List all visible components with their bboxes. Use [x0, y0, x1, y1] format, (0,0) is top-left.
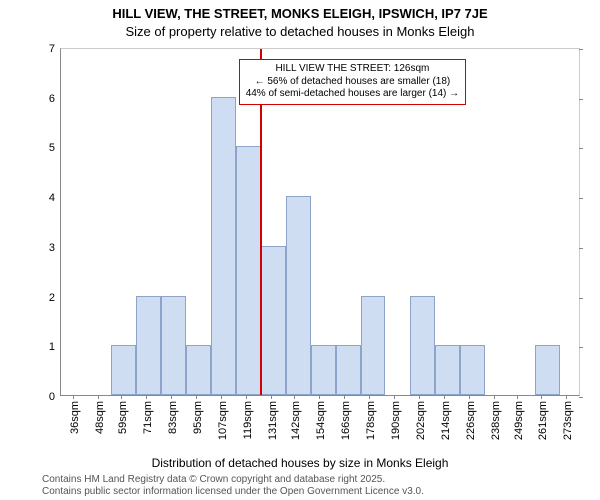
- x-tick-mark: [73, 395, 74, 399]
- x-tick-label: 166sqm: [340, 401, 352, 440]
- x-tick-label: 48sqm: [94, 401, 106, 434]
- histogram-bar: [361, 296, 386, 395]
- histogram-bar: [435, 345, 460, 395]
- x-tick-mark: [146, 395, 147, 399]
- x-tick-label: 178sqm: [365, 401, 377, 440]
- x-tick-mark: [246, 395, 247, 399]
- histogram-bar: [211, 97, 236, 395]
- x-tick-mark: [469, 395, 470, 399]
- y-tick-mark: [579, 347, 583, 348]
- attribution-text: Contains HM Land Registry data © Crown c…: [42, 474, 424, 498]
- x-tick-label: 59sqm: [117, 401, 129, 434]
- y-tick-mark: [579, 298, 583, 299]
- y-tick-mark: [579, 248, 583, 249]
- x-tick-label: 190sqm: [390, 401, 402, 440]
- x-tick-mark: [294, 395, 295, 399]
- y-tick-label: 2: [49, 292, 55, 304]
- x-axis-label: Distribution of detached houses by size …: [0, 456, 600, 470]
- x-tick-mark: [419, 395, 420, 399]
- histogram-bar: [136, 296, 161, 395]
- x-tick-mark: [369, 395, 370, 399]
- x-tick-mark: [517, 395, 518, 399]
- histogram-bar: [410, 296, 435, 395]
- histogram-bar: [311, 345, 336, 395]
- x-tick-label: 131sqm: [267, 401, 279, 440]
- x-tick-mark: [394, 395, 395, 399]
- histogram-bar: [336, 345, 361, 395]
- plot-area: 0123456736sqm48sqm59sqm71sqm83sqm95sqm10…: [60, 48, 580, 396]
- histogram-bar: [460, 345, 485, 395]
- histogram-bar: [535, 345, 560, 395]
- x-tick-label: 226sqm: [465, 401, 477, 440]
- x-tick-mark: [171, 395, 172, 399]
- histogram-bar: [161, 296, 186, 395]
- y-tick-mark: [579, 198, 583, 199]
- annotation-line: ← 56% of detached houses are smaller (18…: [246, 76, 459, 89]
- y-tick-mark: [579, 148, 583, 149]
- chart-container: HILL VIEW, THE STREET, MONKS ELEIGH, IPS…: [0, 0, 600, 500]
- y-tick-label: 0: [49, 391, 55, 403]
- x-tick-label: 214sqm: [440, 401, 452, 440]
- x-tick-label: 261sqm: [537, 401, 549, 440]
- chart-title-sub: Size of property relative to detached ho…: [0, 24, 600, 39]
- attribution-line: Contains public sector information licen…: [42, 486, 424, 498]
- x-tick-mark: [319, 395, 320, 399]
- histogram-bar: [261, 246, 286, 395]
- y-tick-label: 5: [49, 142, 55, 154]
- y-tick-label: 4: [49, 192, 55, 204]
- x-tick-label: 249sqm: [513, 401, 525, 440]
- y-tick-label: 1: [49, 341, 55, 353]
- x-tick-label: 154sqm: [315, 401, 327, 440]
- y-tick-mark: [579, 99, 583, 100]
- x-tick-label: 71sqm: [142, 401, 154, 434]
- histogram-bar: [186, 345, 211, 395]
- x-tick-label: 107sqm: [217, 401, 229, 440]
- x-tick-mark: [271, 395, 272, 399]
- chart-title-main: HILL VIEW, THE STREET, MONKS ELEIGH, IPS…: [0, 6, 600, 21]
- x-tick-label: 95sqm: [192, 401, 204, 434]
- x-tick-label: 238sqm: [490, 401, 502, 440]
- x-tick-mark: [566, 395, 567, 399]
- x-tick-mark: [121, 395, 122, 399]
- x-tick-label: 273sqm: [562, 401, 574, 440]
- histogram-bar: [236, 146, 261, 395]
- x-tick-label: 142sqm: [290, 401, 302, 440]
- histogram-bar: [111, 345, 136, 395]
- histogram-bar: [286, 196, 311, 395]
- x-tick-mark: [196, 395, 197, 399]
- x-tick-label: 119sqm: [242, 401, 254, 439]
- annotation-box: HILL VIEW THE STREET: 126sqm← 56% of det…: [239, 59, 466, 105]
- annotation-line: HILL VIEW THE STREET: 126sqm: [246, 63, 459, 76]
- y-tick-label: 3: [49, 242, 55, 254]
- y-tick-label: 6: [49, 93, 55, 105]
- x-tick-label: 83sqm: [167, 401, 179, 434]
- x-tick-mark: [344, 395, 345, 399]
- attribution-line: Contains HM Land Registry data © Crown c…: [42, 474, 424, 486]
- y-tick-label: 7: [49, 43, 55, 55]
- y-tick-mark: [579, 397, 583, 398]
- x-tick-label: 202sqm: [415, 401, 427, 440]
- x-tick-mark: [494, 395, 495, 399]
- annotation-line: 44% of semi-detached houses are larger (…: [246, 88, 459, 101]
- x-tick-mark: [98, 395, 99, 399]
- x-tick-mark: [444, 395, 445, 399]
- x-tick-label: 36sqm: [69, 401, 81, 434]
- x-tick-mark: [541, 395, 542, 399]
- y-tick-mark: [579, 49, 583, 50]
- x-tick-mark: [221, 395, 222, 399]
